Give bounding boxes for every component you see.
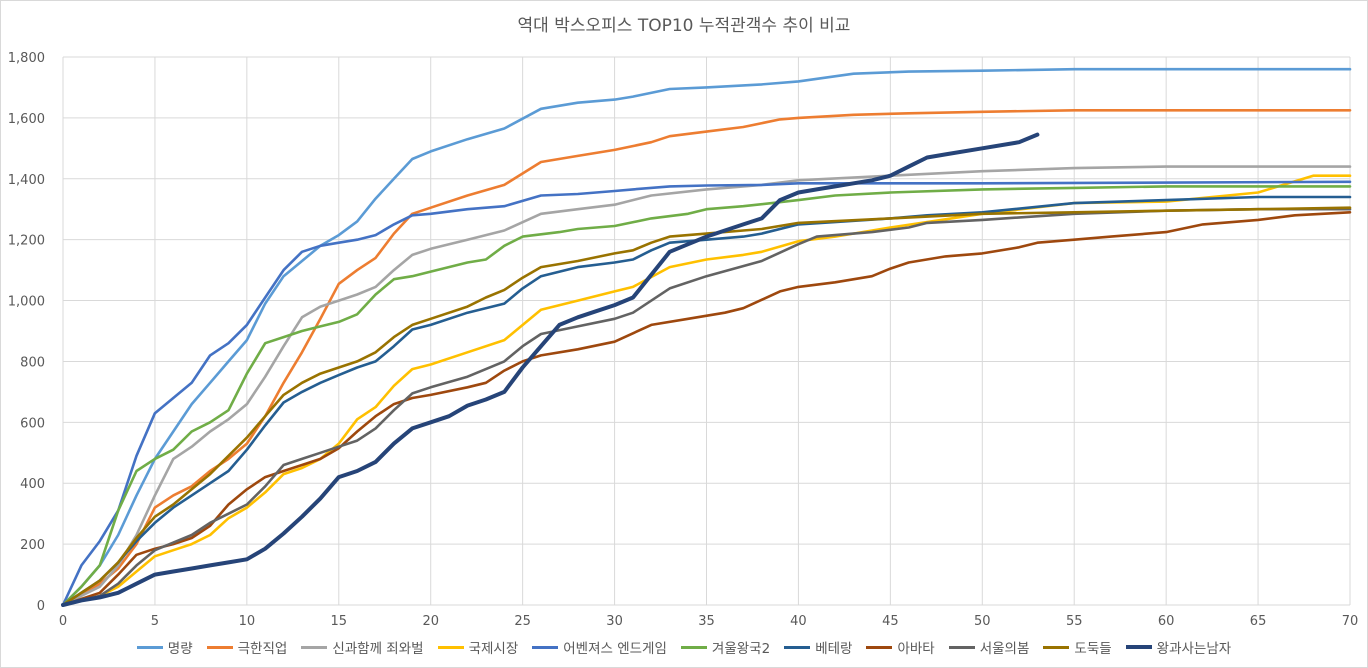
legend-item: 극한직업 bbox=[206, 637, 288, 657]
legend-swatch bbox=[948, 645, 975, 649]
x-tick-label: 70 bbox=[1342, 614, 1359, 629]
series-line-3 bbox=[61, 165, 1352, 607]
y-tick-label: 0 bbox=[37, 599, 45, 614]
x-tick-label: 20 bbox=[422, 614, 439, 629]
series-line-4 bbox=[61, 174, 1352, 607]
series-line-11 bbox=[61, 132, 1040, 607]
legend-swatch bbox=[784, 645, 811, 649]
y-tick-label: 1,200 bbox=[8, 234, 45, 249]
legend-label: 겨울왕국2 bbox=[711, 641, 771, 657]
x-tick-label: 50 bbox=[974, 614, 991, 629]
y-tick-label: 1,600 bbox=[8, 112, 45, 127]
legend-label: 왕과사는남자 bbox=[1156, 641, 1232, 657]
x-tick-label: 0 bbox=[59, 614, 67, 629]
series-line-1 bbox=[61, 67, 1352, 607]
series-line-5 bbox=[61, 180, 1352, 607]
x-tick-label: 15 bbox=[331, 614, 348, 629]
series-line-9 bbox=[61, 207, 1352, 607]
x-tick-label: 35 bbox=[698, 614, 715, 629]
legend-swatch bbox=[437, 645, 464, 649]
legend-item: 아바타 bbox=[866, 637, 935, 657]
legend-label: 아바타 bbox=[897, 641, 935, 657]
series-line-10 bbox=[61, 206, 1352, 607]
legend-label: 어벤져스 엔드게임 bbox=[563, 641, 667, 657]
y-tick-label: 1,000 bbox=[8, 295, 45, 310]
legend: 명량 극한직업 신과함께 죄와벌 국제시장 어벤져스 엔드게임 겨울왕국2 베테랑 아바타 서울… bbox=[1, 637, 1367, 657]
legend-item: 왕과사는남자 bbox=[1125, 637, 1232, 657]
x-tick-label: 25 bbox=[514, 614, 531, 629]
legend-label: 서울의봄 bbox=[979, 641, 1030, 657]
x-tick-label: 10 bbox=[239, 614, 256, 629]
x-tick-label: 60 bbox=[1158, 614, 1175, 629]
legend-swatch bbox=[206, 645, 233, 649]
y-tick-label: 800 bbox=[20, 355, 45, 370]
legend-swatch bbox=[301, 645, 328, 649]
x-tick-label: 40 bbox=[790, 614, 807, 629]
x-tick-label: 65 bbox=[1250, 614, 1267, 629]
legend-label: 극한직업 bbox=[237, 641, 288, 657]
legend-item: 국제시장 bbox=[437, 637, 519, 657]
x-tick-label: 30 bbox=[606, 614, 623, 629]
legend-swatch bbox=[1043, 645, 1070, 649]
chart-title: 역대 박스오피스 TOP10 누적관객수 추이 비교 bbox=[517, 16, 851, 36]
legend-swatch bbox=[136, 645, 163, 649]
legend-label: 국제시장 bbox=[468, 641, 519, 657]
legend-label: 명량 bbox=[167, 641, 193, 657]
legend-item: 베테랑 bbox=[784, 637, 852, 657]
legend-item: 서울의봄 bbox=[948, 637, 1030, 657]
x-tick-label: 45 bbox=[882, 614, 899, 629]
y-tick-label: 200 bbox=[20, 538, 45, 553]
y-tick-label: 1,400 bbox=[8, 173, 45, 188]
legend-swatch bbox=[680, 645, 707, 649]
legend-label: 도둑들 bbox=[1074, 641, 1112, 657]
legend-item: 명량 bbox=[136, 637, 193, 657]
legend-swatch bbox=[1125, 645, 1152, 649]
legend-swatch bbox=[866, 645, 893, 649]
y-tick-label: 400 bbox=[20, 477, 45, 492]
legend-item: 겨울왕국2 bbox=[680, 637, 771, 657]
legend-label: 신과함께 죄와벌 bbox=[332, 641, 424, 657]
y-tick-label: 1,800 bbox=[8, 51, 45, 66]
x-tick-label: 5 bbox=[151, 614, 159, 629]
legend-item: 도둑들 bbox=[1043, 637, 1112, 657]
legend-swatch bbox=[532, 645, 559, 649]
legend-label: 베테랑 bbox=[815, 641, 853, 657]
series-line-2 bbox=[61, 109, 1352, 607]
x-tick-label: 55 bbox=[1066, 614, 1083, 629]
y-tick-label: 600 bbox=[20, 416, 45, 431]
legend-item: 신과함께 죄와벌 bbox=[301, 637, 424, 657]
legend-item: 어벤져스 엔드게임 bbox=[532, 637, 667, 657]
